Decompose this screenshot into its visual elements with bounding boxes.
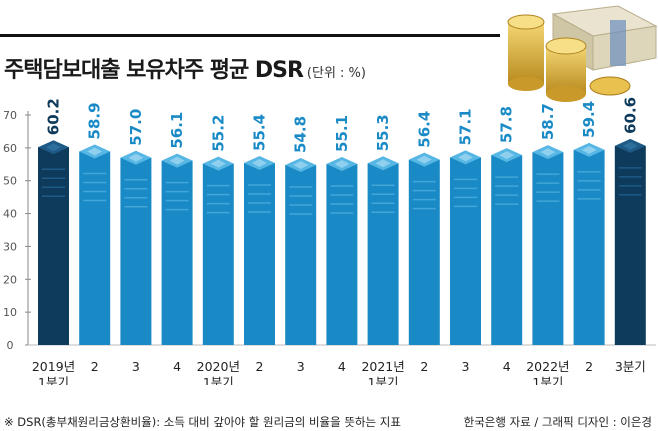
bar-top-cap [581, 145, 597, 154]
bar-body [161, 160, 193, 345]
y-tick-label: 70 [3, 109, 17, 122]
coins-and-cash-illustration [507, 5, 658, 102]
bar [532, 145, 564, 345]
x-tick-label: 1분기 [532, 375, 563, 385]
bar-top-cap [87, 147, 103, 156]
x-tick-label: 1분기 [368, 375, 399, 385]
bar-body [79, 151, 111, 345]
x-tick-label: 3 [132, 359, 140, 374]
x-tick-label: 2021년 [361, 359, 404, 374]
bars-group: 60.2 58.9 57.0 56.1 55.2 55.4 54.8 55.1 55.3 56.4… [38, 97, 646, 345]
x-tick-label: 2 [420, 359, 428, 374]
value-label: 59.4 [580, 101, 598, 138]
value-label: 58.7 [539, 103, 557, 140]
y-tick-label: 20 [3, 273, 17, 286]
bar-top-cap [169, 156, 185, 165]
bar-body [450, 157, 481, 345]
bar [244, 155, 275, 345]
x-tick-label: 3분기 [615, 359, 646, 374]
bar-top-cap [46, 143, 61, 152]
y-tick-label: 30 [3, 240, 17, 253]
unit-label: (단위 : %) [306, 66, 366, 81]
y-tick-label: 60 [3, 142, 17, 155]
bar-body [367, 163, 399, 345]
bar-top-cap [416, 155, 432, 164]
value-label: 56.1 [168, 112, 186, 149]
chart-title-text: 주택담보대출 보유차주 평균 DSR [4, 58, 304, 83]
x-tick-label: 4 [338, 359, 346, 374]
bar-body [532, 152, 564, 345]
bar-body [120, 157, 152, 345]
x-tick-label: 1분기 [203, 375, 234, 385]
value-label: 60.6 [621, 97, 639, 134]
bar-body [573, 149, 605, 345]
value-label: 55.1 [333, 115, 351, 152]
source-credit: 한국은행 자료 / 그래픽 디자인 : 이은경 [463, 415, 652, 429]
bar [202, 156, 234, 345]
value-label: 57.0 [127, 109, 145, 146]
bar [285, 157, 317, 345]
bar [326, 156, 358, 345]
bar [450, 150, 481, 345]
value-label: 54.8 [292, 116, 310, 153]
bar-body [244, 162, 275, 345]
y-tick-label: 50 [3, 175, 17, 188]
x-tick-label: 2020년 [197, 359, 240, 374]
value-label: 55.3 [374, 114, 392, 151]
x-tick-label: 4 [173, 359, 181, 374]
bar-top-cap [540, 148, 556, 157]
bar [408, 152, 440, 345]
value-label: 55.4 [251, 114, 269, 151]
bar-top-cap [334, 159, 350, 168]
title-rule [0, 34, 500, 37]
chart-title: 주택담보대출 보유차주 평균 DSR (단위 : %) [4, 52, 366, 84]
value-label: 60.2 [45, 98, 63, 135]
value-label: 57.8 [498, 106, 516, 143]
x-tick-label: 2 [256, 359, 264, 374]
value-label: 55.2 [209, 115, 227, 152]
x-tick-label: 2019년 [32, 359, 75, 374]
bar [491, 148, 523, 345]
bar [614, 138, 646, 345]
bar-body [408, 159, 440, 345]
bar-top-cap [622, 141, 638, 150]
bar-top-cap [458, 153, 473, 162]
footnote: ※ DSR(총부채원리금상환비율): 소득 대비 갚아야 할 원리금의 비율을 … [4, 415, 401, 429]
bar-body [202, 163, 234, 345]
bar [120, 150, 152, 345]
bar-top-cap [375, 159, 391, 168]
bar-top-cap [210, 159, 226, 168]
bar-body [614, 145, 646, 345]
bar [79, 144, 111, 345]
bar-top-cap [252, 158, 267, 167]
x-tick-label: 2022년 [526, 359, 569, 374]
x-tick-label: 2 [91, 359, 99, 374]
value-label: 57.1 [457, 108, 475, 145]
x-tick-label: 3 [297, 359, 305, 374]
bar-body [285, 164, 317, 345]
bar-body [491, 155, 523, 345]
bar-chart: 0 10 20 30 40 50 60 70 60.2 58.9 57.0 56.1 55.2 55.4… [3, 97, 656, 385]
bar [573, 142, 605, 345]
coin-stack-icon [507, 14, 631, 102]
x-tick-label: 2 [585, 359, 593, 374]
value-label: 56.4 [415, 111, 433, 148]
y-tick-label: 40 [3, 208, 17, 221]
y-tick-label: 10 [3, 306, 17, 319]
bar-body [38, 147, 69, 345]
x-tick-label: 1분기 [38, 375, 69, 385]
x-tick-label: 3 [462, 359, 470, 374]
bar [161, 153, 193, 345]
value-label: 58.9 [86, 102, 104, 139]
x-tick-label: 4 [503, 359, 511, 374]
bar-top-cap [128, 153, 144, 162]
bar [38, 140, 69, 345]
bar [367, 156, 399, 345]
y-tick-label: 0 [7, 339, 14, 352]
bar-top-cap [293, 160, 309, 169]
bar-body [326, 163, 358, 345]
